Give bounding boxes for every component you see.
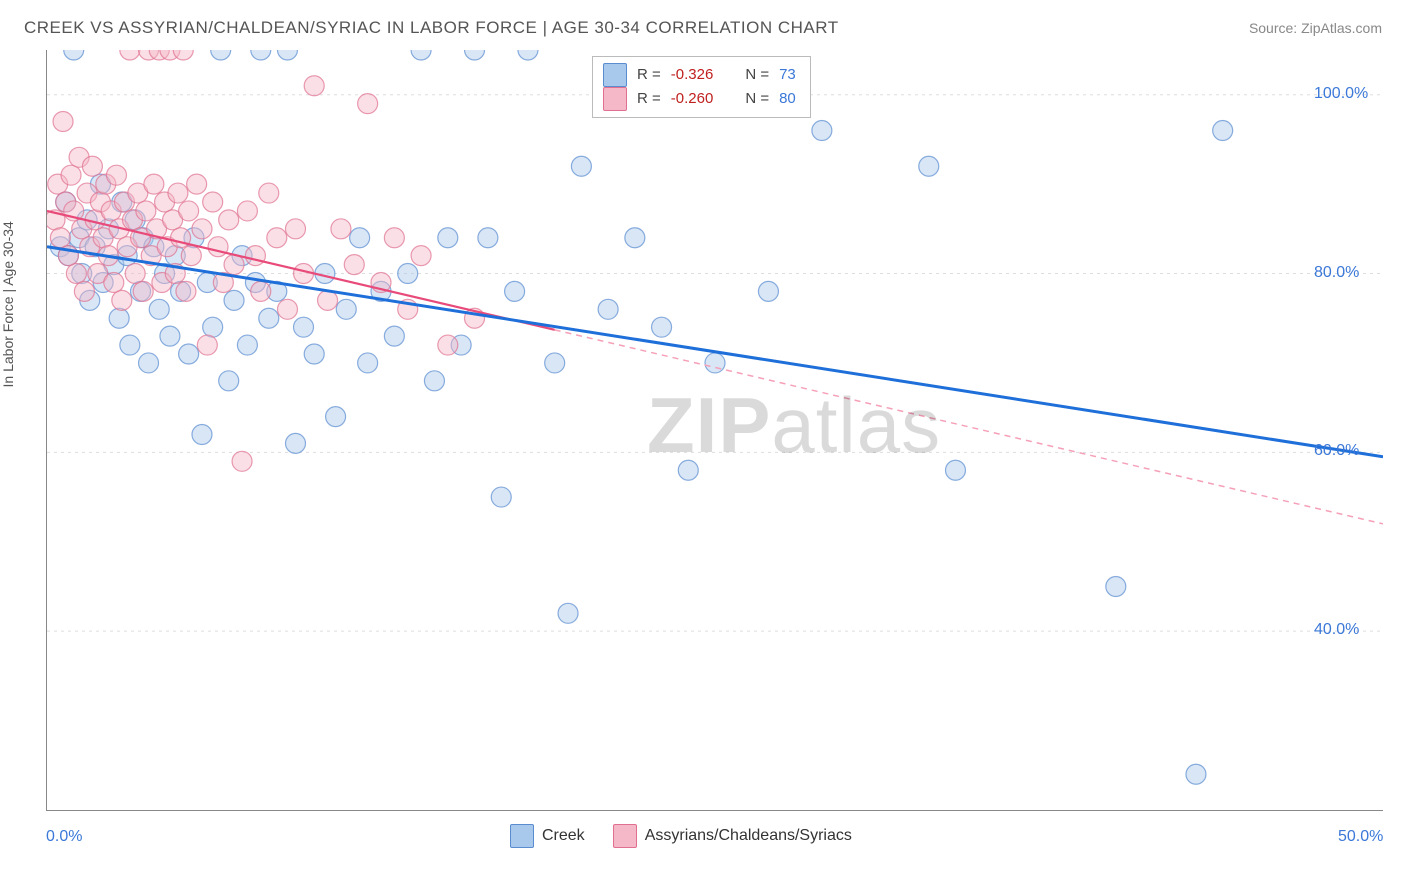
y-tick-label: 100.0% — [1314, 85, 1368, 103]
legend-row-creek: R = -0.326 N = 73 — [603, 63, 796, 87]
correlation-legend-box: R = -0.326 N = 73 R = -0.260 N = 80 — [592, 56, 811, 118]
y-axis-label: In Labor Force | Age 30-34 — [0, 221, 16, 387]
chart-source: Source: ZipAtlas.com — [1249, 20, 1382, 36]
swatch-creek-bottom — [510, 824, 534, 848]
chart-container: CREEK VS ASSYRIAN/CHALDEAN/SYRIAC IN LAB… — [0, 0, 1406, 892]
legend-row-assyrian: R = -0.260 N = 80 — [603, 87, 796, 111]
r-value-assyrian: -0.260 — [671, 88, 714, 110]
swatch-assyrian — [603, 87, 627, 111]
n-label-2: N = — [745, 88, 769, 110]
n-label: N = — [745, 64, 769, 86]
r-value-creek: -0.326 — [671, 64, 714, 86]
y-tick-label: 60.0% — [1314, 442, 1359, 460]
n-value-creek: 73 — [779, 64, 796, 86]
legend-item-assyrian: Assyrians/Chaldeans/Syriacs — [613, 824, 852, 848]
r-label: R = — [637, 64, 661, 86]
legend-label-creek: Creek — [542, 827, 585, 845]
title-row: CREEK VS ASSYRIAN/CHALDEAN/SYRIAC IN LAB… — [24, 18, 1382, 38]
scatter-plot-svg — [47, 50, 1383, 810]
swatch-assyrian-bottom — [613, 824, 637, 848]
chart-title: CREEK VS ASSYRIAN/CHALDEAN/SYRIAC IN LAB… — [24, 18, 839, 38]
legend-label-assyrian: Assyrians/Chaldeans/Syriacs — [645, 827, 852, 845]
legend-item-creek: Creek — [510, 824, 585, 848]
swatch-creek — [603, 63, 627, 87]
n-value-assyrian: 80 — [779, 88, 796, 110]
x-tick-label: 50.0% — [1338, 828, 1383, 846]
y-tick-label: 40.0% — [1314, 621, 1359, 639]
r-label-2: R = — [637, 88, 661, 110]
plot-area: ZIPatlas R = -0.326 N = 73 R = -0.260 N … — [46, 50, 1383, 811]
series-legend: Creek Assyrians/Chaldeans/Syriacs — [510, 824, 852, 848]
y-tick-label: 80.0% — [1314, 264, 1359, 282]
x-tick-label: 0.0% — [46, 828, 82, 846]
